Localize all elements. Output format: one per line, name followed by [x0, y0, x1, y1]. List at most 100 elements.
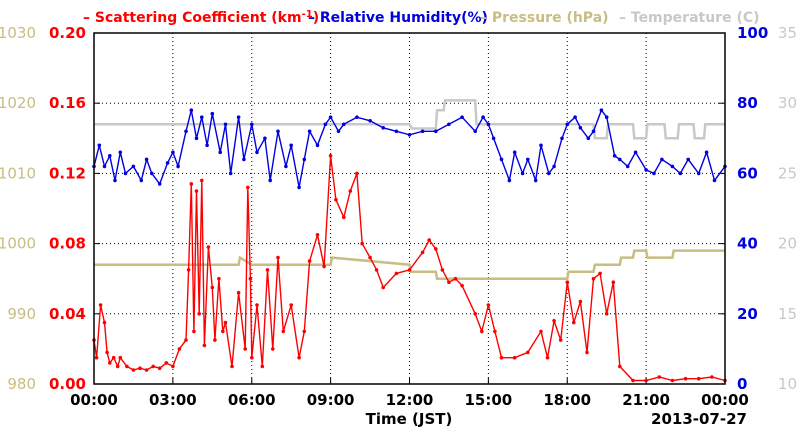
data-point-relative-humidity [696, 171, 701, 176]
data-point-relative-humidity [486, 122, 491, 127]
data-point-scattering-coefficient [221, 329, 225, 334]
data-point-relative-humidity [491, 136, 496, 141]
y-tick-label-scattering: 0.04 [49, 305, 86, 323]
data-point-relative-humidity [307, 129, 312, 134]
data-point-relative-humidity [97, 143, 102, 148]
data-point-relative-humidity [171, 150, 175, 155]
data-point-scattering-coefficient [223, 320, 228, 325]
y-tick-label-humidity: 100 [737, 24, 768, 42]
y-tick-label-temperature: 25 [778, 164, 797, 182]
y-tick-label-humidity: 60 [737, 164, 758, 182]
data-point-scattering-coefficient [281, 329, 286, 334]
y-tick-label-humidity: 80 [737, 94, 758, 112]
data-point-scattering-coefficient [355, 171, 359, 176]
series-line-pressure [94, 249, 725, 280]
data-point-relative-humidity [381, 126, 386, 130]
data-point-relative-humidity [460, 115, 464, 119]
y-tick-label-pressure: 980 [7, 375, 36, 393]
data-point-relative-humidity [336, 129, 341, 134]
data-point-scattering-coefficient [213, 338, 217, 342]
data-point-relative-humidity [526, 157, 530, 162]
x-tick-label: 21:00 [622, 391, 670, 409]
data-point-scattering-coefficient [710, 375, 714, 379]
data-point-scattering-coefficient [328, 154, 333, 158]
y-tick-label-humidity: 0 [737, 375, 747, 393]
x-axis: 00:00 03:00 06:00 09:00 12:00 15:00 18:00 21:00… [70, 378, 749, 409]
data-point-scattering-coefficient [236, 290, 241, 295]
data-point-relative-humidity [644, 168, 648, 172]
data-point-scattering-coefficient [111, 355, 116, 360]
data-point-scattering-coefficient [248, 276, 253, 281]
x-tick-label: 18:00 [543, 391, 591, 409]
data-point-scattering-coefficient [480, 329, 484, 334]
data-point-scattering-coefficient [334, 197, 338, 202]
data-point-relative-humidity [223, 122, 228, 127]
data-point-relative-humidity [255, 150, 259, 155]
data-point-scattering-coefficient [657, 375, 662, 379]
data-point-relative-humidity [420, 129, 425, 134]
data-point-scattering-coefficient [164, 361, 169, 365]
y-tick-label-pressure: 990 [7, 305, 36, 323]
data-point-scattering-coefficient [115, 364, 120, 369]
data-point-relative-humidity [108, 154, 112, 158]
data-point-scattering-coefficient [194, 189, 199, 193]
data-point-scattering-coefficient [98, 303, 103, 307]
data-point-scattering-coefficient [302, 329, 307, 334]
data-point-scattering-coefficient [108, 361, 112, 365]
data-point-relative-humidity [118, 150, 123, 155]
data-point-relative-humidity [447, 122, 451, 127]
y-tick-label-temperature: 20 [778, 235, 797, 253]
data-point-scattering-coefficient [499, 355, 504, 360]
data-point-scattering-coefficient [565, 280, 570, 285]
x-tick-label: 00:00 [701, 391, 749, 409]
data-point-scattering-coefficient [260, 364, 265, 369]
data-point-relative-humidity [586, 136, 591, 141]
data-point-scattering-coefficient [315, 233, 320, 237]
data-point-relative-humidity [565, 122, 570, 127]
data-point-scattering-coefficient [493, 329, 497, 334]
data-point-relative-humidity [218, 150, 222, 155]
data-point-relative-humidity [578, 126, 583, 130]
data-point-scattering-coefficient [255, 303, 259, 307]
series-layer [92, 99, 727, 383]
data-point-relative-humidity [284, 164, 288, 169]
data-point-relative-humidity [236, 115, 241, 119]
data-point-scattering-coefficient [486, 303, 491, 307]
data-point-scattering-coefficient [177, 347, 182, 351]
data-point-relative-humidity [618, 157, 622, 162]
data-point-scattering-coefficient [407, 268, 412, 272]
y-tick-label-scattering: 0.16 [49, 94, 86, 112]
data-point-scattering-coefficient [217, 276, 221, 281]
y-tick-label-temperature: 10 [778, 375, 797, 393]
data-point-relative-humidity [599, 108, 604, 112]
data-point-relative-humidity [652, 171, 656, 176]
legend-entry: – Scattering Coefficient (km-1) [83, 9, 319, 26]
legend: – Scattering Coefficient (km-1)– Relativ… [83, 9, 760, 26]
y-tick-label-scattering: 0.00 [49, 375, 86, 393]
x-tick-label: 03:00 [149, 391, 197, 409]
y-tick-label-humidity: 20 [737, 305, 758, 323]
data-point-scattering-coefficient [381, 285, 386, 290]
data-point-scattering-coefficient [427, 238, 432, 242]
data-point-scattering-coefficient [440, 268, 445, 272]
data-point-scattering-coefficient [138, 366, 142, 371]
data-point-scattering-coefficient [144, 368, 149, 372]
data-point-scattering-coefficient [192, 329, 196, 334]
data-point-relative-humidity [268, 178, 273, 183]
data-point-scattering-coefficient [118, 355, 123, 360]
y-tick-label-scattering: 0.08 [49, 235, 86, 253]
data-point-scattering-coefficient [206, 245, 211, 249]
data-point-relative-humidity [123, 171, 128, 176]
data-point-relative-humidity [394, 129, 399, 134]
data-point-relative-humidity [704, 150, 709, 155]
data-point-scattering-coefficient [322, 264, 326, 269]
data-point-scattering-coefficient [394, 271, 399, 276]
data-point-relative-humidity [625, 164, 630, 169]
data-point-relative-humidity [473, 129, 478, 134]
data-point-scattering-coefficient [360, 241, 365, 246]
data-point-scattering-coefficient [348, 189, 353, 193]
data-point-scattering-coefficient [447, 280, 451, 285]
data-point-relative-humidity [328, 115, 333, 119]
data-point-relative-humidity [276, 129, 280, 134]
data-point-scattering-coefficient [184, 338, 188, 342]
